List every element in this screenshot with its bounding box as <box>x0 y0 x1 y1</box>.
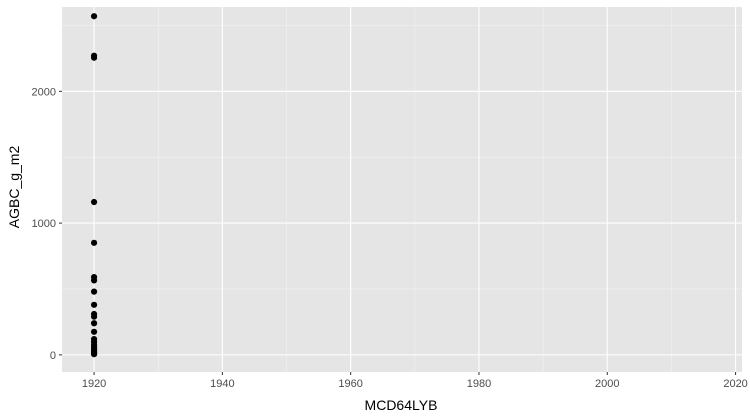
major-gridlines <box>62 7 742 372</box>
x-axis: 1920 1940 1960 1980 2000 2020 <box>82 372 748 390</box>
data-point <box>90 54 98 61</box>
data-point <box>90 277 98 284</box>
x-tick-label: 1940 <box>210 378 234 390</box>
data-point <box>90 198 98 206</box>
data-points <box>90 13 98 358</box>
x-axis-title: MCD64LYB <box>365 397 438 413</box>
data-point <box>90 328 98 335</box>
y-tick-label: 1000 <box>32 218 56 230</box>
plot-panel <box>62 7 742 372</box>
y-axis-title: AGBC_g_m2 <box>6 146 22 229</box>
y-axis: 0 1000 2000 <box>32 86 62 362</box>
data-point <box>90 288 98 295</box>
data-point <box>90 313 98 320</box>
x-tick-label: 1980 <box>467 378 491 390</box>
x-tick-label: 1920 <box>82 378 106 390</box>
minor-gridlines <box>62 7 742 372</box>
data-point <box>90 13 98 20</box>
data-point <box>90 301 98 308</box>
data-point <box>90 239 98 246</box>
x-tick-label: 2020 <box>723 378 747 390</box>
x-tick-label: 1960 <box>338 378 362 390</box>
y-tick-label: 0 <box>50 350 56 362</box>
y-tick-label: 2000 <box>32 86 56 98</box>
data-point <box>90 320 98 327</box>
data-point <box>90 351 98 358</box>
x-tick-label: 2000 <box>595 378 619 390</box>
